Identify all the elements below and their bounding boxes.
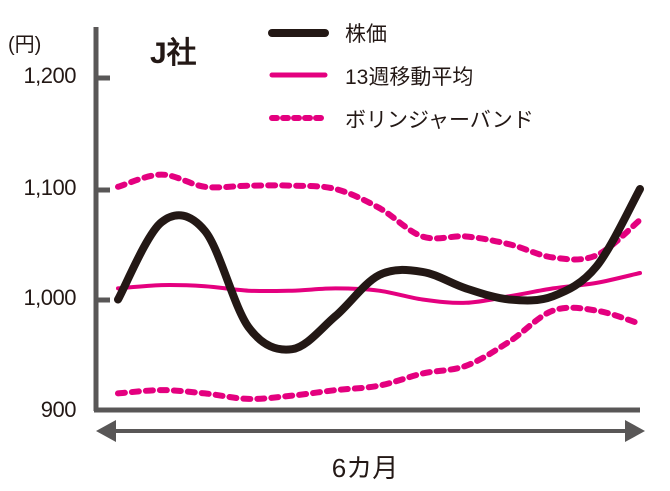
legend-label-price: 株価 <box>345 23 387 46</box>
y-unit-label: (円) <box>8 34 42 56</box>
y-tick-label-900: 900 <box>40 397 77 422</box>
chart-title: J社 <box>150 37 197 70</box>
y-tick-label-1200: 1,200 <box>23 63 76 88</box>
bollinger-lower-line <box>115 304 643 402</box>
legend-label-moving-average: 13週移動平均 <box>345 66 474 89</box>
y-tick-label-1100: 1,100 <box>23 175 76 200</box>
bollinger-upper-line <box>115 171 643 263</box>
legend-label-bollinger: ボリンジャーバンド <box>345 109 534 132</box>
y-tick-label-1000: 1,000 <box>23 285 76 310</box>
x-axis-label: 6カ月 <box>331 453 399 483</box>
arrow-left-icon <box>96 420 116 442</box>
stock-price-line <box>114 185 644 354</box>
moving-average-line <box>116 271 642 305</box>
arrow-right-icon <box>625 420 645 442</box>
